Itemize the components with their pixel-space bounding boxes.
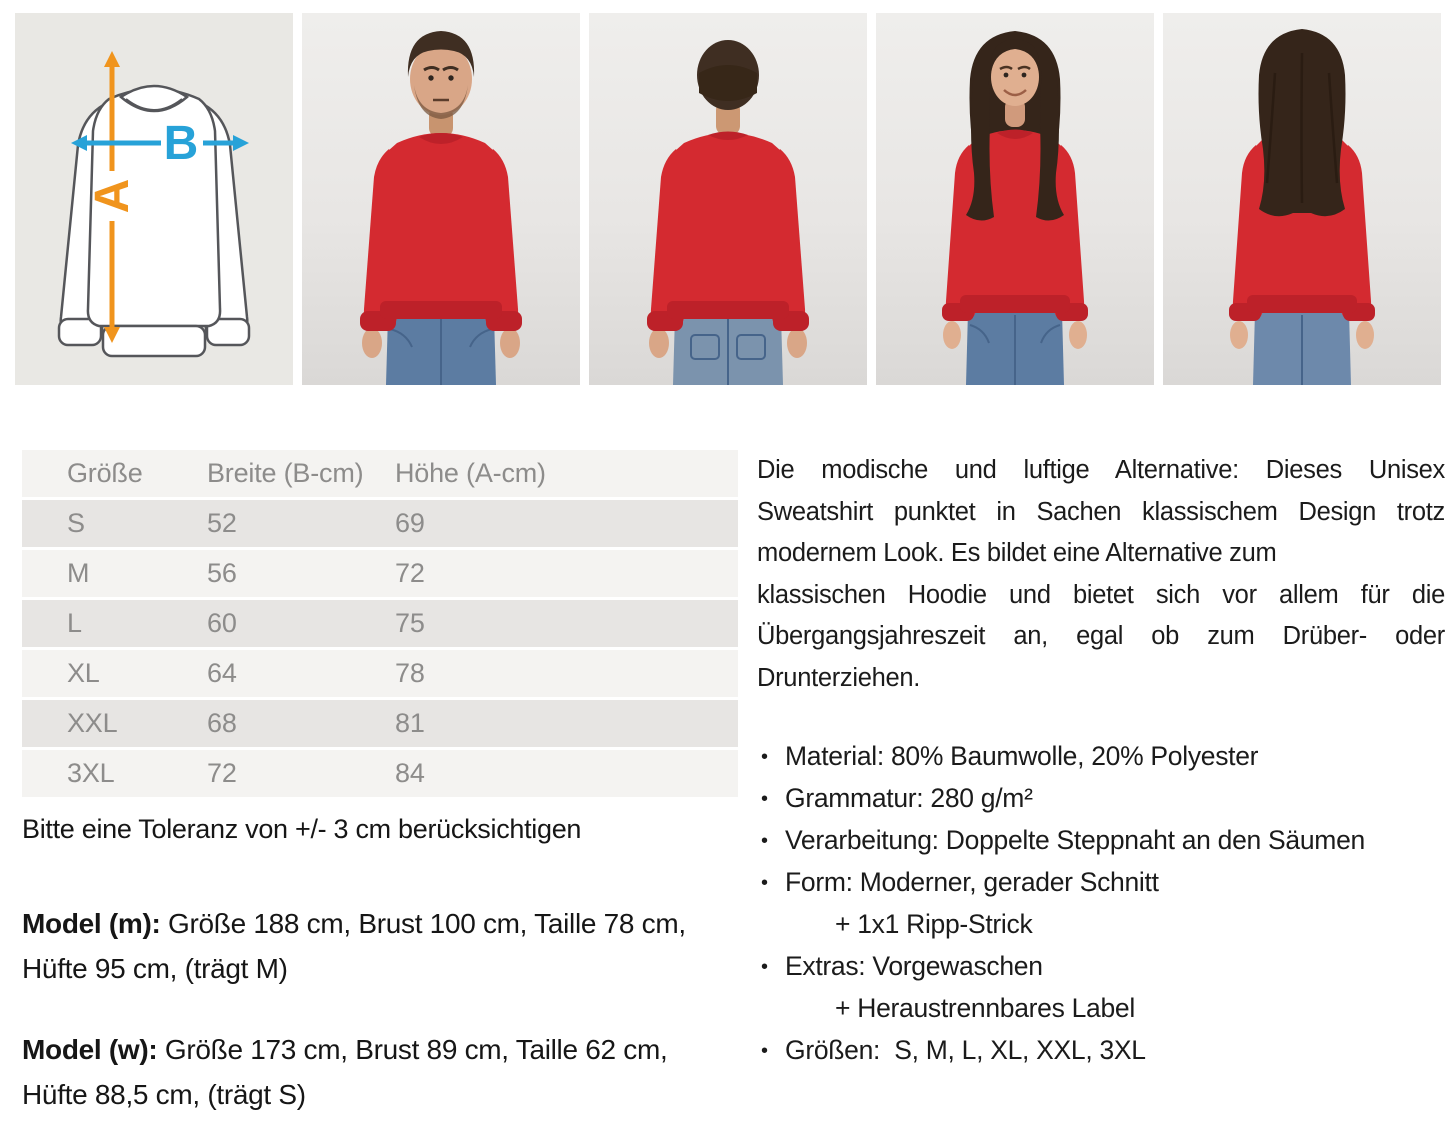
tolerance-note: Bitte eine Toleranz von +/- 3 cm berücks… (22, 814, 582, 844)
table-cell: 78 (395, 650, 738, 697)
right-cuff (205, 317, 251, 347)
description-line: Die modische und luftige Alternative: Di… (757, 456, 1445, 484)
bullet-marker: • (761, 746, 768, 768)
description-line: Sweatshirt punktet in Sachen klassischem… (757, 497, 1445, 526)
table-cell: XL (22, 650, 207, 697)
feature-text: Form: Moderner, gerader Schnitt (785, 867, 1159, 897)
size-table-header-cell: Größe (22, 450, 207, 497)
width-arrow-B: B (71, 117, 249, 170)
table-row: M 56 72 (22, 550, 738, 597)
feature-text: Extras: Vorgewaschen (785, 951, 1043, 981)
feature-item: • Form: Moderner, gerader Schnitt (757, 861, 1445, 903)
size-table-header-cell: Breite (B-cm) (207, 450, 395, 497)
bullet-marker: • (761, 788, 768, 810)
table-cell: 72 (207, 750, 395, 797)
label-A: A (86, 179, 139, 214)
table-cell: 52 (207, 500, 395, 547)
photo-male-model-back (589, 13, 867, 385)
feature-text: Größen: S, M, L, XL, XXL, 3XL (785, 1035, 1146, 1065)
bullet-marker: • (761, 956, 768, 978)
table-cell: XXL (22, 700, 207, 747)
feature-text: Grammatur: 280 g/m² (785, 783, 1033, 813)
bullet-marker: • (761, 830, 768, 852)
table-cell: 75 (395, 600, 738, 647)
model-label: Model (m): (22, 908, 161, 939)
feature-item: + 1x1 Ripp-Strick (757, 903, 1445, 945)
female-model-back-figure (1229, 29, 1375, 385)
sweatshirt-measurement-drawing: A B (57, 51, 251, 358)
table-cell: 68 (207, 700, 395, 747)
product-gallery: A B (15, 13, 1441, 385)
description-line: Übergangsjahreszeit an, egal ob zum Drüb… (757, 622, 1445, 650)
feature-text: + Heraustrennbares Label (835, 993, 1135, 1023)
table-row: 3XL 72 84 (22, 750, 738, 797)
photo-female-model-front (876, 13, 1154, 385)
feature-item: • Material: 80% Baumwolle, 20% Polyester (757, 735, 1445, 777)
feature-item: • Grammatur: 280 g/m² (757, 777, 1445, 819)
table-cell: 81 (395, 700, 738, 747)
male-model-front-figure (360, 31, 522, 385)
model-spec: Model (m): Größe 188 cm, Brust 100 cm, T… (22, 901, 734, 991)
table-cell: 64 (207, 650, 395, 697)
female-model-front-figure (942, 31, 1088, 385)
photo-male-model-front (302, 13, 580, 385)
left-cuff (57, 317, 103, 347)
feature-item: + Heraustrennbares Label (757, 987, 1445, 1029)
size-table-header-cell: Höhe (A-cm) (395, 450, 738, 497)
model-text: Größe 188 cm, Brust 100 cm, Taille 78 cm… (22, 908, 686, 984)
size-table: Größe Breite (B-cm) Höhe (A-cm) S 52 69 M 56 72… (22, 447, 738, 800)
waistband (101, 324, 207, 358)
size-table-header-row: Größe Breite (B-cm) Höhe (A-cm) (22, 450, 738, 497)
feature-item: • Extras: Vorgewaschen (757, 945, 1445, 987)
table-cell: 3XL (22, 750, 207, 797)
table-cell: 69 (395, 500, 738, 547)
measurement-diagram: A B (15, 13, 293, 385)
table-cell: M (22, 550, 207, 597)
table-cell: 84 (395, 750, 738, 797)
table-row: L 60 75 (22, 600, 738, 647)
table-row: XL 64 78 (22, 650, 738, 697)
table-row: XXL 68 81 (22, 700, 738, 747)
table-row: S 52 69 (22, 500, 738, 547)
male-model-back-figure (647, 40, 809, 385)
model-info: Model (m): Größe 188 cm, Brust 100 cm, T… (22, 901, 734, 1117)
description: Die modische und luftige Alternative: Di… (757, 450, 1445, 699)
feature-item: • Verarbeitung: Doppelte Steppnaht an den… (757, 819, 1445, 861)
table-cell: 56 (207, 550, 395, 597)
feature-text: Material: 80% Baumwolle, 20% Polyester (785, 741, 1259, 771)
bullet-marker: • (761, 872, 768, 894)
feature-text: Verarbeitung: Doppelte Steppnaht an den … (785, 825, 1365, 855)
model-text: Größe 173 cm, Brust 89 cm, Taille 62 cm,… (22, 1034, 668, 1110)
product-description-column: Die modische und luftige Alternative: Di… (757, 450, 1445, 1071)
photo-female-model-back (1163, 13, 1441, 385)
height-arrow-A: A (86, 51, 139, 343)
bullet-marker: • (761, 1040, 768, 1062)
feature-list: • Material: 80% Baumwolle, 20% Polyester •… (757, 735, 1445, 1071)
feature-text: + 1x1 Ripp-Strick (835, 909, 1033, 939)
table-cell: S (22, 500, 207, 547)
description-line: modernem Look. Es bildet eine Alternativ… (757, 539, 1277, 567)
table-cell: 60 (207, 600, 395, 647)
table-cell: 72 (395, 550, 738, 597)
model-label: Model (w): (22, 1034, 158, 1065)
size-table-body: S 52 69 M 56 72 L 60 75 XL 64 78 XXL 68 81 3XL 72 84 (22, 500, 738, 797)
table-cell: L (22, 600, 207, 647)
description-line: Drunterziehen. (757, 663, 921, 692)
model-spec: Model (w): Größe 173 cm, Brust 89 cm, Ta… (22, 1027, 734, 1117)
feature-item: • Größen: S, M, L, XL, XXL, 3XL (757, 1029, 1445, 1071)
description-line: klassischen Hoodie und bietet sich vor a… (757, 580, 1445, 609)
label-B: B (164, 117, 199, 170)
